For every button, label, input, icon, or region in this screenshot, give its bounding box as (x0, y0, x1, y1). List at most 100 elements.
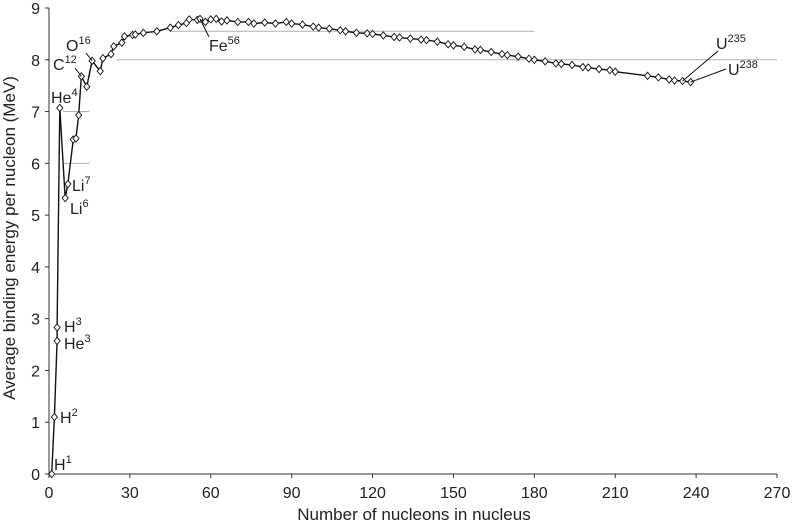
annotation-label: Fe56 (209, 35, 240, 55)
data-point (390, 32, 398, 42)
data-point (196, 14, 204, 24)
y-tick-label: 1 (31, 415, 40, 432)
x-tick-label: 150 (440, 485, 467, 502)
data-point (72, 134, 80, 143)
annotation-leader (85, 52, 93, 62)
data-point (309, 22, 317, 31)
data-point (541, 57, 549, 66)
x-tick-label: 180 (521, 485, 548, 502)
data-point (53, 323, 61, 332)
y-tick-label: 9 (31, 1, 40, 18)
x-axis-title: Number of nucleons in nucleus (297, 505, 530, 524)
data-point (498, 49, 506, 59)
isotope-annotation: H1 (54, 454, 72, 474)
isotope-annotation: U238 (690, 59, 758, 83)
data-point (530, 55, 538, 65)
data-point (444, 39, 452, 49)
data-point (107, 49, 115, 59)
isotope-symbol: Li (72, 178, 84, 195)
annotation-label: He4 (51, 87, 78, 107)
data-point (271, 19, 280, 28)
data-point (288, 19, 296, 28)
isotope-symbol: Li (70, 201, 82, 218)
isotope-annotation: U235 (682, 33, 746, 82)
data-point (643, 71, 652, 81)
isotope-mass-number: 3 (76, 316, 82, 328)
annotation-label: U238 (728, 59, 758, 79)
y-axis-title: Average binding energy per nucleon (MeV) (0, 76, 19, 400)
isotope-symbol: H (60, 410, 72, 427)
isotope-mass-number: 2 (72, 407, 78, 419)
x-tick-label: 210 (602, 485, 629, 502)
y-tick-label: 4 (31, 260, 40, 277)
isotope-mass-number: 3 (84, 333, 90, 345)
data-point (487, 47, 495, 57)
annotation-leader (690, 68, 727, 83)
data-point (207, 15, 215, 24)
isotope-symbol: He (51, 90, 72, 107)
data-point (579, 62, 587, 72)
data-point (48, 469, 56, 479)
y-tick-label: 0 (31, 467, 40, 484)
isotope-symbol: C (53, 57, 65, 74)
data-point (212, 14, 220, 24)
y-tick-label: 6 (31, 156, 40, 173)
isotope-mass-number: 16 (78, 35, 90, 47)
isotope-annotation: H3 (64, 316, 82, 336)
data-point (568, 60, 576, 70)
annotation-label: H2 (60, 407, 78, 427)
annotation-leader (74, 67, 82, 77)
data-point (56, 103, 64, 113)
data-point (336, 25, 344, 35)
data-point (83, 82, 91, 91)
isotope-symbol: H (54, 457, 66, 474)
data-point (96, 66, 104, 76)
isotope-mass-number: 6 (82, 198, 88, 210)
data-point (433, 37, 441, 46)
data-point (552, 59, 560, 68)
data-point (185, 15, 193, 24)
data-point (314, 23, 323, 32)
y-tick-label: 5 (31, 208, 40, 225)
isotope-symbol: U (728, 62, 740, 79)
x-tick-label: 30 (121, 485, 139, 502)
isotope-mass-number: 238 (740, 59, 758, 71)
isotope-annotation: Fe56 (199, 18, 240, 55)
data-point (131, 30, 139, 39)
data-point (53, 336, 61, 346)
data-point (449, 40, 458, 50)
x-tick-label: 270 (764, 485, 791, 502)
y-tick-label: 3 (31, 312, 40, 329)
y-tick-label: 8 (31, 53, 40, 70)
data-point (282, 17, 290, 27)
data-point (325, 24, 334, 34)
annotation-label: U235 (716, 33, 746, 53)
data-point (417, 35, 425, 44)
data-point (61, 193, 69, 203)
isotope-annotation: C12 (53, 54, 82, 77)
data-point (363, 29, 371, 38)
x-tick-label: 0 (45, 485, 54, 502)
data-point (606, 65, 614, 75)
data-point (514, 52, 522, 61)
data-point (595, 64, 603, 74)
y-tick-label: 7 (31, 105, 40, 122)
isotope-mass-number: 4 (71, 87, 77, 99)
data-point (120, 32, 129, 41)
isotope-annotation: H2 (60, 407, 78, 427)
data-point (261, 18, 269, 27)
data-point (670, 76, 679, 85)
data-point (234, 17, 242, 27)
series-layer (48, 14, 695, 479)
x-tick-label: 120 (359, 485, 386, 502)
data-point (471, 45, 479, 54)
data-point (476, 45, 485, 55)
data-point (139, 28, 148, 38)
data-point (75, 110, 83, 120)
data-point (166, 23, 174, 32)
data-point (223, 16, 231, 25)
isotope-annotation: He4 (51, 87, 78, 107)
